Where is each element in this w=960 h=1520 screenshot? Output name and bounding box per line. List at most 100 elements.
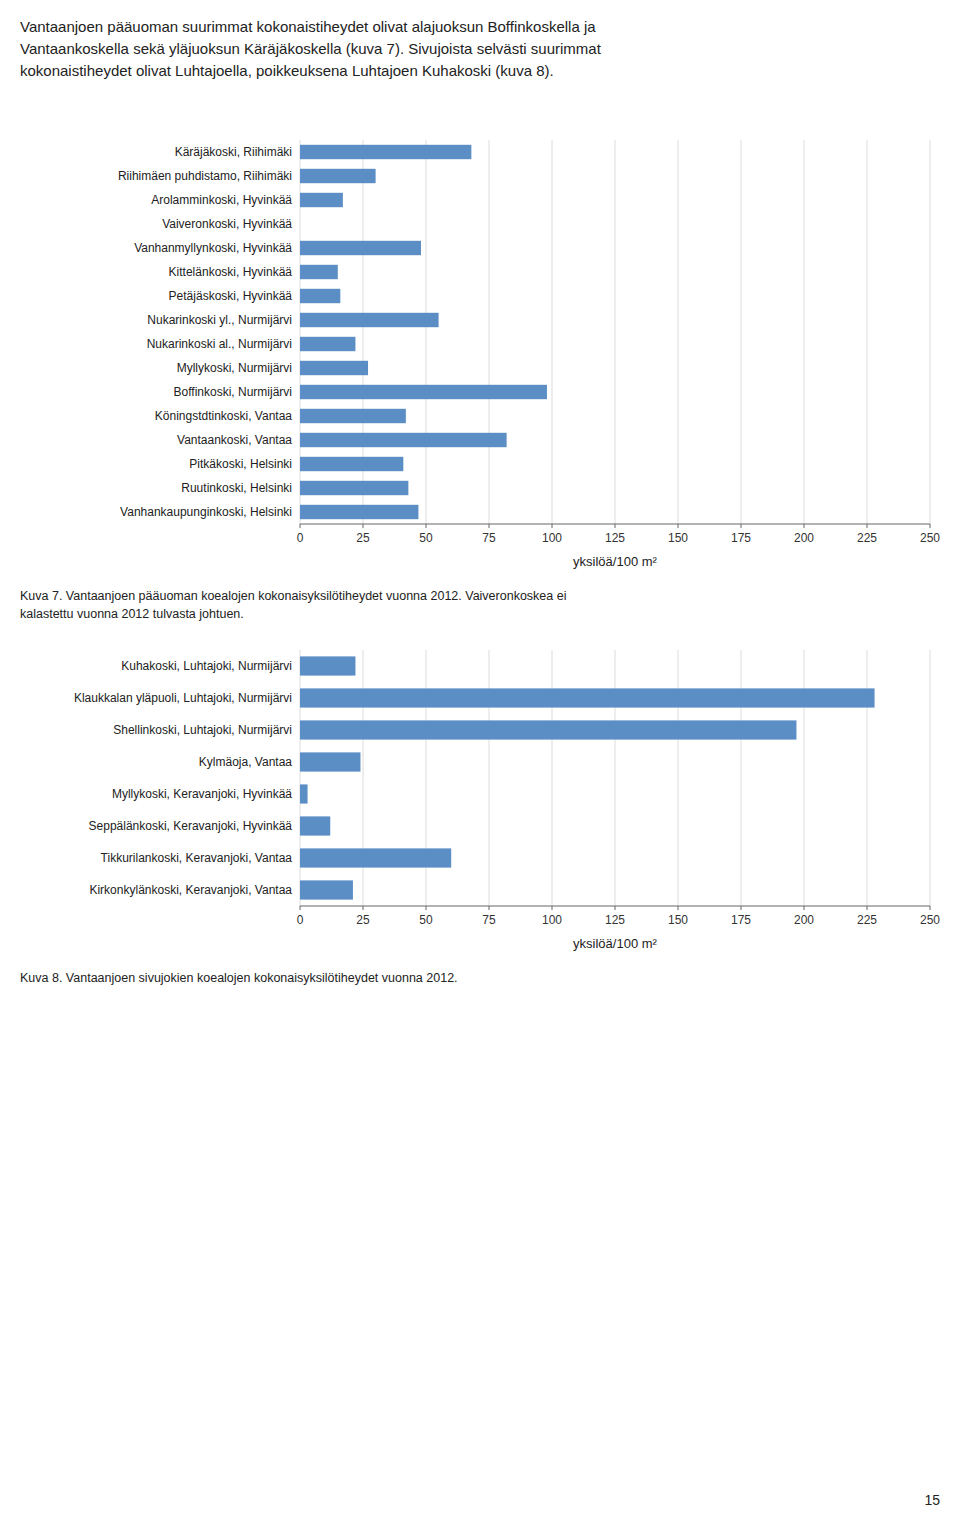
chart-caption: Kuva 8. Vantaanjoen sivujokien koealojen…: [20, 971, 458, 985]
category-label: Vantaankoski, Vantaa: [177, 433, 292, 447]
tick-label: 125: [605, 913, 625, 927]
tick-mark: [615, 524, 616, 528]
tick-label: 150: [668, 913, 688, 927]
bar: [300, 361, 368, 375]
category-label: Shellinkoski, Luhtajoki, Nurmijärvi: [113, 723, 292, 737]
tick-label: 175: [731, 531, 751, 545]
tick-mark: [615, 906, 616, 910]
grid-line: [678, 140, 679, 524]
tick-label: 25: [356, 531, 370, 545]
category-label: Kittelänkoski, Hyvinkää: [169, 265, 293, 279]
tick-label: 100: [542, 913, 562, 927]
bar: [300, 265, 338, 279]
bar: [300, 752, 360, 771]
category-label: Kuhakoski, Luhtajoki, Nurmijärvi: [121, 659, 292, 673]
tick-mark: [489, 906, 490, 910]
grid-line: [867, 140, 868, 524]
category-label: Riihimäen puhdistamo, Riihimäki: [118, 169, 292, 183]
category-label: Myllykoski, Nurmijärvi: [177, 361, 292, 375]
tick-mark: [930, 906, 931, 910]
category-label: Tikkurilankoski, Keravanjoki, Vantaa: [101, 851, 293, 865]
header-text: Vantaanjoen pääuoman suurimmat kokonaist…: [20, 18, 602, 79]
category-label: Arolamminkoski, Hyvinkää: [151, 193, 292, 207]
x-axis-line: [300, 906, 930, 907]
tick-mark: [300, 524, 301, 528]
tick-mark: [867, 524, 868, 528]
tick-mark: [426, 524, 427, 528]
bar: [300, 880, 353, 899]
bar: [300, 313, 439, 327]
category-label: Vaiveronkoski, Hyvinkää: [162, 217, 292, 231]
bar: [300, 505, 418, 519]
grid-line: [804, 140, 805, 524]
tick-mark: [552, 524, 553, 528]
bar: [300, 193, 343, 207]
category-label: Myllykoski, Keravanjoki, Hyvinkää: [112, 787, 292, 801]
grid-line: [615, 140, 616, 524]
x-axis-label: yksilöä/100 m²: [573, 554, 657, 569]
bar: [300, 289, 340, 303]
chart: 0255075100125150175200225250Kuhakoski, L…: [20, 650, 940, 985]
bar: [300, 241, 421, 255]
tick-mark: [300, 906, 301, 910]
tick-mark: [930, 524, 931, 528]
tick-label: 175: [731, 913, 751, 927]
bar: [300, 481, 408, 495]
tick-mark: [804, 524, 805, 528]
tick-mark: [363, 524, 364, 528]
bar: [300, 816, 330, 835]
tick-label: 50: [419, 913, 433, 927]
category-label: Köningstdtinkoski, Vantaa: [155, 409, 293, 423]
bar: [300, 169, 376, 183]
page: Vantaanjoen pääuoman suurimmat kokonaist…: [0, 0, 960, 1520]
category-label: Nukarinkoski al., Nurmijärvi: [147, 337, 292, 351]
category-label: Klaukkalan yläpuoli, Luhtajoki, Nurmijär…: [74, 691, 292, 705]
bar: [300, 337, 355, 351]
grid-line: [489, 140, 490, 524]
tick-mark: [741, 524, 742, 528]
grid-line: [426, 140, 427, 524]
tick-mark: [552, 906, 553, 910]
tick-label: 250: [920, 913, 940, 927]
tick-mark: [678, 906, 679, 910]
bar: [300, 688, 875, 707]
grid-line: [930, 650, 931, 906]
category-label: Vanhankaupunginkoski, Helsinki: [120, 505, 292, 519]
x-axis-line: [300, 524, 930, 525]
bars: [300, 145, 547, 519]
tick-label: 75: [482, 913, 496, 927]
category-label: Pitkäkoski, Helsinki: [189, 457, 292, 471]
tick-label: 125: [605, 531, 625, 545]
tick-label: 0: [297, 531, 304, 545]
page-number: 15: [924, 1492, 940, 1508]
bar: [300, 433, 507, 447]
category-label: Käräjäkoski, Riihimäki: [175, 145, 292, 159]
category-label: Vanhanmyllynkoski, Hyvinkää: [134, 241, 292, 255]
bar: [300, 145, 471, 159]
tick-label: 200: [794, 531, 814, 545]
bar: [300, 656, 355, 675]
bar: [300, 385, 547, 399]
bar: [300, 457, 403, 471]
tick-label: 250: [920, 531, 940, 545]
x-axis-label: yksilöä/100 m²: [573, 936, 657, 951]
tick-mark: [867, 906, 868, 910]
bar: [300, 409, 406, 423]
tick-label: 225: [857, 913, 877, 927]
category-label: Kirkonkylänkoski, Keravanjoki, Vantaa: [89, 883, 292, 897]
tick-mark: [489, 524, 490, 528]
tick-label: 100: [542, 531, 562, 545]
tick-label: 150: [668, 531, 688, 545]
category-label: Ruutinkoski, Helsinki: [181, 481, 292, 495]
tick-mark: [426, 906, 427, 910]
tick-mark: [363, 906, 364, 910]
chart: 0255075100125150175200225250Käräjäkoski,…: [20, 140, 940, 621]
category-label: Nukarinkoski yl., Nurmijärvi: [147, 313, 292, 327]
tick-label: 0: [297, 913, 304, 927]
bar: [300, 720, 796, 739]
category-label: Petäjäskoski, Hyvinkää: [169, 289, 293, 303]
category-label: Seppälänkoski, Keravanjoki, Hyvinkää: [89, 819, 293, 833]
bar: [300, 784, 308, 803]
tick-mark: [741, 906, 742, 910]
bar: [300, 848, 451, 867]
